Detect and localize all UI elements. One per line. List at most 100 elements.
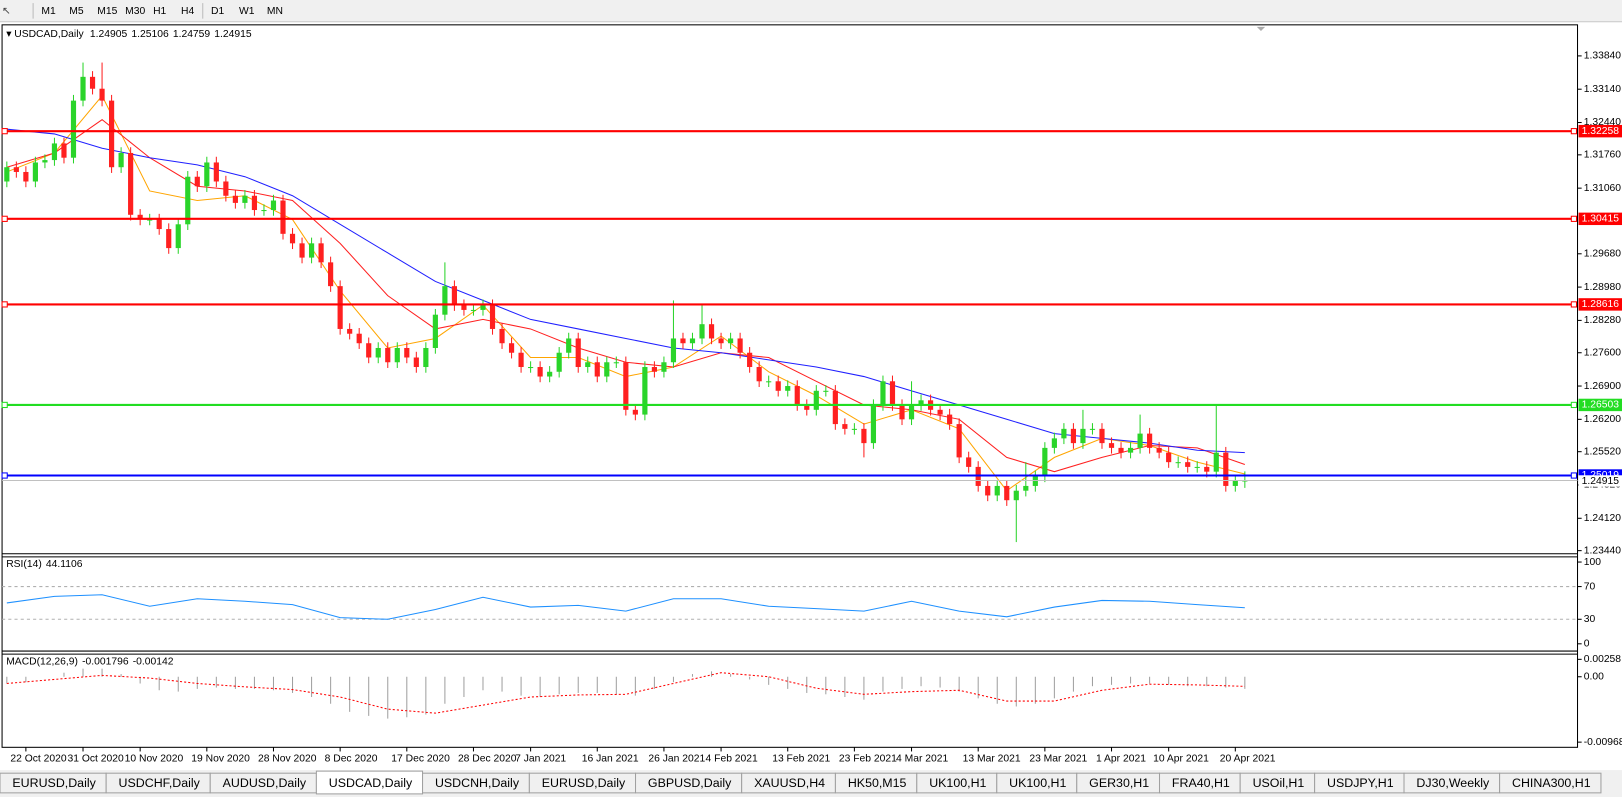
tab[interactable]: USDCHF,Daily [105,772,211,794]
x-tick-label: 17 Dec 2020 [391,753,450,764]
candle-body [299,243,305,258]
candle-body [89,76,96,89]
timeframe-button[interactable]: M1 [41,6,56,17]
candle-body [442,286,448,315]
x-tick-label: 1 Apr 2021 [1096,753,1146,764]
candle-body [232,195,238,203]
timeframe-button[interactable]: W1 [239,6,255,17]
level-label: 1.28616 [1582,299,1620,310]
y-tick-label: 1.25520 [1584,446,1622,457]
candle-body [328,262,334,287]
macd-signal [6,672,1245,714]
tab-label[interactable]: EURUSD,Daily [542,776,626,790]
tab[interactable]: GBPUSD,Daily [635,772,743,794]
tab-label[interactable]: DJ30,Weekly [1416,776,1490,790]
candle-body [1213,452,1219,472]
y-tick-label: 1.28980 [1584,282,1622,293]
tab[interactable]: USDJPY,H1 [1314,772,1405,794]
candle-body [480,305,486,310]
candle-body [385,347,391,363]
candle-body [623,362,629,410]
tab[interactable]: USDCNH,Daily [422,772,530,794]
tab[interactable]: EURUSD,Daily [0,772,107,794]
tab[interactable]: CHINA300,H1 [1499,772,1602,794]
tab-label[interactable]: USDCHF,Daily [119,776,201,790]
price-label-box [1578,475,1622,487]
x-tick-label: 4 Mar 2021 [896,753,948,764]
candle-body [1127,447,1134,453]
tab[interactable]: UK100,H1 [996,772,1078,794]
timeframe-button[interactable]: MN [267,6,283,17]
level-handle [1,128,8,135]
tab[interactable]: EURUSD,Daily [528,772,637,794]
timeframe-button[interactable]: H1 [153,6,166,17]
candle-body [61,143,67,158]
candle-body [4,167,10,182]
level-label: 1.26503 [1582,400,1620,411]
candle-body [1147,433,1153,448]
level-handle [1570,401,1578,409]
tab[interactable]: DJ30,Weekly [1403,772,1501,794]
candle-body [289,233,296,244]
timeframe-button[interactable]: M30 [125,6,145,17]
chart-header: ▾ USDCAD,Daily 1.24905 1.25106 1.24759 1.249… [6,29,252,40]
candle-body [937,409,943,415]
candle-body [604,362,610,377]
tab-label[interactable]: GER30,H1 [1089,776,1149,790]
tab-label[interactable]: CHINA300,H1 [1512,776,1591,790]
candle-body [137,214,143,220]
candle-body [708,324,715,339]
candle-body [528,367,534,369]
tab-label[interactable]: GBPUSD,Daily [648,776,732,790]
candle-body [1023,485,1029,491]
candle-body [70,100,77,158]
tab-label[interactable]: EURUSD,Daily [12,776,96,790]
candle-body [13,167,19,172]
toolbar [0,0,1622,22]
candle-body [318,243,324,263]
candle-body [280,200,286,234]
candle-body [175,224,181,249]
x-tick-label: 28 Nov 2020 [258,753,317,764]
candle-body [651,367,657,372]
rsi-header: RSI(14) 44.1106 [6,559,83,570]
candle-body [899,405,905,420]
tab-label[interactable]: FRA40,H1 [1172,776,1230,790]
tab-label[interactable]: UK100,H1 [929,776,986,790]
candle-body [451,286,458,306]
tab[interactable]: GER30,H1 [1076,772,1161,794]
tab-label[interactable]: USDCAD,Daily [329,776,413,790]
x-tick-label: 22 Oct 2020 [10,753,67,764]
level-handle [1,401,8,409]
x-tick-label: 23 Mar 2021 [1029,753,1087,764]
x-tick-label: 20 Apr 2021 [1220,753,1276,764]
tab[interactable]: XAUUSD,H4 [741,772,836,794]
candle-body [32,162,38,182]
y-tick-label: 1.33840 [1584,51,1622,62]
high-value: 1.25106 [131,29,169,40]
candle-body [1070,428,1077,444]
timeframe-button[interactable]: M15 [97,6,117,17]
tab[interactable]: USDCAD,Daily [315,770,424,795]
tab-label[interactable]: HK50,M15 [848,776,907,790]
candle-body [794,386,800,406]
tab-label[interactable]: USDJPY,H1 [1327,776,1394,790]
tab-label[interactable]: UK100,H1 [1009,776,1066,790]
x-tick-label: 13 Feb 2021 [772,753,830,764]
candle-body [23,171,29,182]
tab-label[interactable]: USDCNH,Daily [435,776,520,790]
timeframe-button[interactable]: D1 [211,6,224,17]
tab[interactable]: UK100,H1 [916,772,998,794]
candle-body [699,324,705,339]
tab[interactable]: AUDUSD,Daily [209,772,317,794]
candle-body [1175,462,1181,464]
candle-body [832,390,838,425]
timeframe-button[interactable]: H4 [181,6,194,17]
tab[interactable]: HK50,M15 [834,772,918,794]
tab[interactable]: FRA40,H1 [1158,772,1241,794]
tab-label[interactable]: USOil,H1 [1253,776,1305,790]
tab[interactable]: USOil,H1 [1239,772,1316,794]
timeframe-button[interactable]: M5 [69,6,84,17]
tab-label[interactable]: AUDUSD,Daily [223,776,307,790]
tab-label[interactable]: XAUUSD,H4 [754,776,825,790]
